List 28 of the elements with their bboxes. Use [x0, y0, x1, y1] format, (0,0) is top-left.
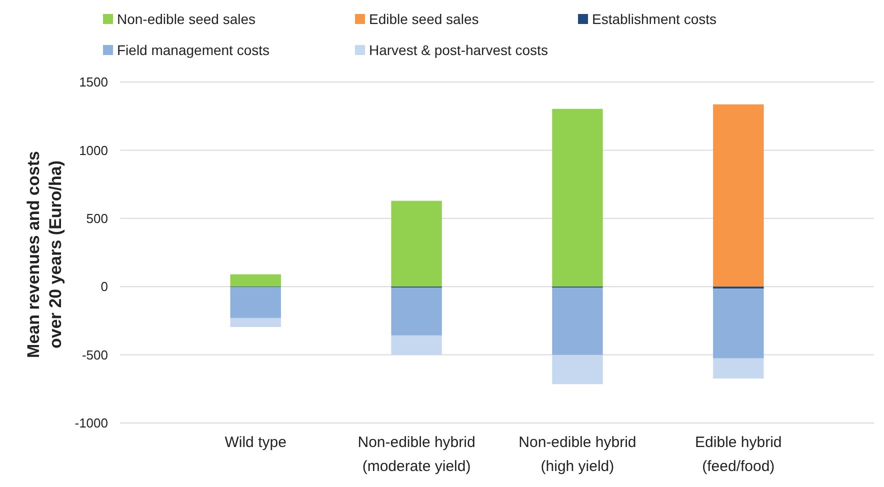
bar: [391, 200, 442, 287]
bar: [713, 104, 764, 287]
x-tick-label: Non-edible hybrid (high yield): [518, 434, 636, 475]
y-tick-label: 1500: [79, 74, 108, 90]
x-tick-label: Non-edible hybrid (moderate yield): [358, 434, 476, 475]
bar: [713, 288, 764, 358]
legend-label: Edible seed sales: [369, 10, 479, 27]
legend-label: Field management costs: [117, 42, 270, 58]
y-axis-title: Mean revenues and costs over 20 years (Euro/ha): [24, 151, 65, 358]
y-tick-label: -500: [82, 347, 108, 362]
legend-label: Non-edible seed sales: [117, 10, 256, 27]
y-tick-label: 0: [100, 279, 108, 294]
y-tick-label: 500: [86, 210, 108, 226]
bar: [230, 287, 281, 318]
bar: [230, 318, 281, 327]
y-tick-label: 1000: [79, 142, 108, 158]
bar: [391, 288, 442, 336]
x-tick-label: Edible hybrid (feed/food): [695, 434, 782, 475]
bar: [552, 288, 603, 355]
bar: [713, 358, 764, 379]
bar: [552, 354, 603, 384]
bar: [552, 108, 603, 287]
legend-label: Establishment costs: [592, 10, 716, 27]
legend-label: Harvest & post-harvest costs: [369, 42, 548, 58]
y-tick-label: -1000: [74, 416, 108, 431]
bar: [230, 274, 281, 287]
x-tick-label: Wild type: [224, 434, 286, 451]
bar: [391, 335, 442, 355]
